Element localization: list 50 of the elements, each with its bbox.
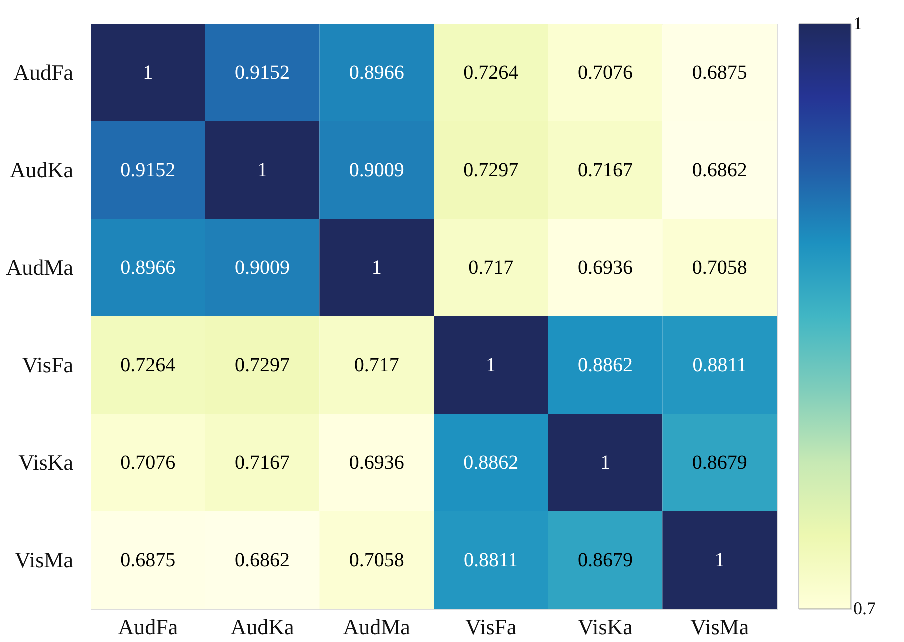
data-label: 0.9152 xyxy=(120,159,176,182)
data-label: 0.7167 xyxy=(235,452,290,474)
color-bar-label: 0.7 xyxy=(854,598,876,618)
data-label: 0.7297 xyxy=(235,354,290,376)
data-label: 0.6875 xyxy=(120,549,176,572)
data-label: 0.6862 xyxy=(692,159,748,182)
data-label: 0.7297 xyxy=(464,159,519,182)
data-label: 0.8811 xyxy=(464,549,518,572)
data-label: 0.8862 xyxy=(578,354,633,376)
data-label: 1 xyxy=(600,452,610,474)
color-bar-label: 1 xyxy=(854,14,862,34)
x-tick-label: VisFa xyxy=(466,614,518,640)
data-label: 0.7076 xyxy=(578,62,633,84)
x-tick-label: VisKa xyxy=(578,614,634,640)
data-label: 0.7058 xyxy=(349,549,404,572)
data-label: 1 xyxy=(143,62,154,84)
y-tick-label: VisFa xyxy=(22,352,74,378)
x-tick-label: VisMa xyxy=(690,614,750,640)
data-label: 0.8862 xyxy=(464,452,519,474)
x-tick-label: AudKa xyxy=(230,614,294,640)
data-label: 0.717 xyxy=(468,256,514,279)
data-label: 0.9009 xyxy=(235,256,290,279)
y-tick-label: VisMa xyxy=(14,547,74,572)
y-tick-label: AudMa xyxy=(6,254,74,280)
data-label: 0.6862 xyxy=(235,549,290,572)
data-label: 0.717 xyxy=(354,354,400,376)
data-label: 0.8811 xyxy=(692,354,747,376)
data-label: 0.8679 xyxy=(578,549,633,572)
data-label: 1 xyxy=(486,354,496,376)
data-label: 0.7167 xyxy=(578,159,633,182)
y-tick-label: AudKa xyxy=(10,157,74,182)
data-label: 1 xyxy=(258,159,268,182)
data-label: 0.7264 xyxy=(120,354,176,376)
y-tick-label: AudFa xyxy=(14,60,74,85)
y-tick-label: VisKa xyxy=(18,450,74,475)
data-label: 0.9152 xyxy=(235,62,290,84)
data-label: 0.6936 xyxy=(578,256,633,279)
data-label: 0.8679 xyxy=(692,452,748,474)
data-label: 0.8966 xyxy=(349,62,404,84)
data-label: 0.8966 xyxy=(120,256,176,279)
x-tick-label: AudFa xyxy=(118,614,178,640)
data-label: 0.6936 xyxy=(349,452,404,474)
data-label: 0.7264 xyxy=(464,62,519,84)
x-tick-label: AudMa xyxy=(343,614,411,640)
data-label: 0.7076 xyxy=(120,452,176,474)
data-label: 0.9009 xyxy=(349,159,404,182)
data-label: 1 xyxy=(714,549,725,572)
data-label: 1 xyxy=(372,256,382,279)
data-label: 0.7058 xyxy=(692,256,748,279)
data-label: 0.6875 xyxy=(692,62,748,84)
